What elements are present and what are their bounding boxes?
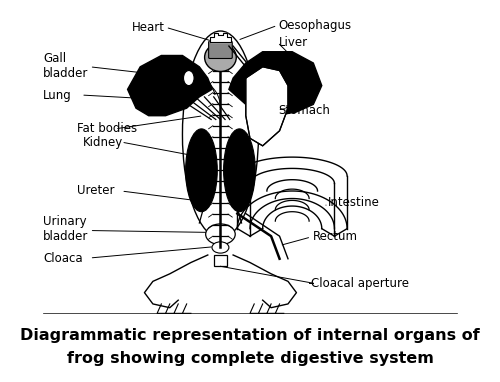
Text: Intestine: Intestine	[328, 196, 380, 209]
Text: Stomach: Stomach	[278, 104, 330, 117]
Ellipse shape	[204, 43, 236, 71]
Polygon shape	[229, 52, 322, 116]
Text: Diagrammatic representation of internal organs of: Diagrammatic representation of internal …	[20, 329, 480, 343]
Polygon shape	[210, 33, 231, 42]
Text: Ureter: Ureter	[77, 185, 114, 197]
FancyBboxPatch shape	[208, 41, 233, 58]
Text: Heart: Heart	[132, 21, 165, 34]
Text: Fat bodies: Fat bodies	[77, 122, 137, 135]
Polygon shape	[246, 67, 288, 146]
Text: Urinary
bladder: Urinary bladder	[43, 215, 88, 243]
Text: Cloacal aperture: Cloacal aperture	[311, 277, 409, 290]
Text: Oesophagus: Oesophagus	[278, 19, 352, 32]
Text: Cloaca: Cloaca	[43, 251, 82, 264]
Ellipse shape	[184, 71, 194, 86]
Text: Liver: Liver	[278, 36, 308, 49]
Text: Kidney: Kidney	[83, 136, 124, 149]
Ellipse shape	[206, 224, 235, 244]
Text: Lung: Lung	[43, 89, 72, 102]
Ellipse shape	[224, 129, 256, 212]
Ellipse shape	[212, 242, 229, 253]
Ellipse shape	[186, 129, 218, 212]
FancyBboxPatch shape	[214, 255, 227, 266]
Text: Gall
bladder: Gall bladder	[43, 52, 88, 79]
Text: frog showing complete digestive system: frog showing complete digestive system	[66, 351, 434, 366]
Polygon shape	[128, 55, 212, 116]
Ellipse shape	[182, 31, 258, 238]
Text: Rectum: Rectum	[312, 230, 358, 243]
